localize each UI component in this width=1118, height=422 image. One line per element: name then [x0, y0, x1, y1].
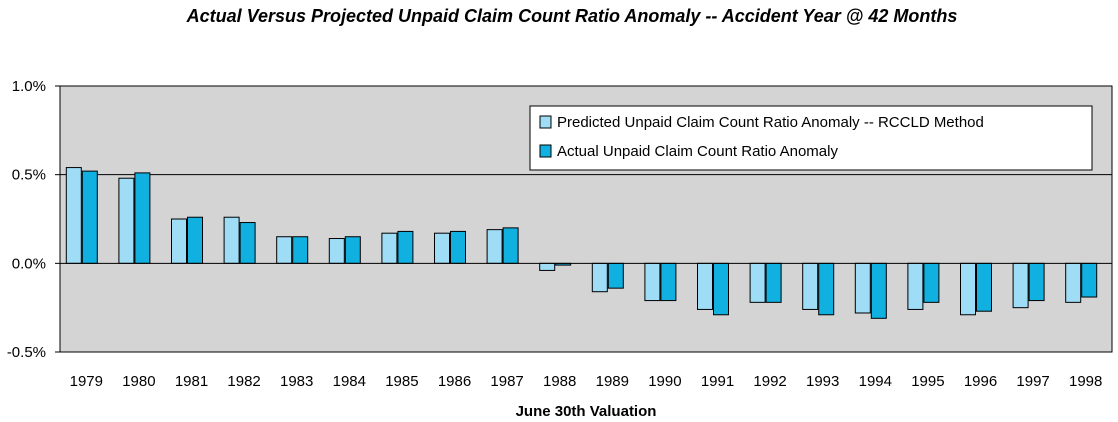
y-tick-label: 0.0%: [12, 255, 46, 272]
bar-predicted: [1065, 262, 1082, 303]
bar-predicted: [486, 229, 503, 264]
x-tick-label: 1985: [385, 373, 418, 390]
bar-actual: [502, 227, 519, 264]
bar-actual: [187, 216, 203, 264]
bar-predicted: [434, 232, 450, 264]
x-axis-label: June 30th Valuation: [516, 403, 657, 420]
bar-predicted: [907, 262, 924, 310]
x-tick-label: 1986: [438, 373, 471, 390]
legend-swatch-actual: [539, 144, 552, 158]
bar-actual: [870, 262, 887, 319]
bar-predicted: [644, 262, 661, 302]
bar-predicted: [960, 262, 976, 316]
bar-predicted: [749, 262, 766, 303]
y-tick-label: 1.0%: [12, 78, 46, 95]
y-axis-ticks: 1.0% 0.5% 0.0% -0.5%: [7, 78, 60, 361]
bar-actual: [765, 262, 782, 303]
legend-label-predicted: Predicted Unpaid Claim Count Ratio Anoma…: [557, 114, 984, 131]
legend-box: [529, 105, 1093, 171]
x-tick-label: 1987: [490, 373, 523, 390]
legend-label-actual: Actual Unpaid Claim Count Ratio Anomaly: [557, 143, 838, 160]
x-tick-label: 1989: [596, 373, 629, 390]
bar-predicted: [802, 262, 819, 310]
bar-actual: [397, 230, 414, 264]
x-tick-label: 1980: [122, 373, 155, 390]
chart-title: Actual Versus Projected Unpaid Claim Cou…: [186, 6, 958, 26]
x-tick-label: 1994: [859, 373, 892, 390]
x-tick-label: 1990: [648, 373, 681, 390]
bar-predicted: [65, 167, 82, 264]
bar-predicted: [171, 218, 187, 264]
bar-actual: [239, 222, 256, 264]
x-tick-label: 1988: [543, 373, 576, 390]
bar-actual: [344, 236, 361, 264]
x-tick-label: 1983: [280, 373, 313, 390]
bar-actual: [713, 262, 729, 316]
x-tick-label: 1998: [1069, 373, 1102, 390]
x-tick-label: 1997: [1016, 373, 1049, 390]
bar-actual: [1081, 262, 1098, 298]
bar-predicted: [381, 232, 398, 264]
bar-actual: [607, 262, 624, 289]
bar-predicted: [1012, 262, 1029, 309]
y-tick-label: 0.5%: [12, 167, 46, 184]
x-tick-label: 1996: [964, 373, 997, 390]
bar-predicted: [591, 262, 608, 293]
bar-actual: [81, 170, 98, 264]
legend: Predicted Unpaid Claim Count Ratio Anoma…: [529, 105, 1093, 171]
bar-predicted: [854, 262, 871, 314]
bar-actual: [1028, 262, 1045, 302]
x-tick-label: 1979: [70, 373, 103, 390]
bar-actual: [660, 262, 677, 302]
x-tick-label: 1992: [753, 373, 786, 390]
bar-actual: [818, 262, 835, 316]
bar-predicted: [223, 216, 240, 264]
bar-predicted: [118, 177, 135, 264]
legend-swatch-predicted: [539, 115, 552, 129]
bar-predicted: [328, 238, 345, 264]
x-tick-label: 1984: [333, 373, 366, 390]
x-axis-ticks: 1979 1980 1981 1982 1983 1984 1985 1986 1987 1988…: [70, 373, 1103, 390]
x-tick-label: 1982: [227, 373, 260, 390]
x-tick-label: 1981: [175, 373, 208, 390]
x-tick-label: 1991: [701, 373, 734, 390]
bar-predicted: [697, 262, 713, 310]
bar-actual: [976, 262, 992, 312]
bar-actual: [292, 236, 309, 264]
y-tick-label: -0.5%: [7, 344, 46, 361]
x-tick-label: 1993: [806, 373, 839, 390]
bar-actual: [450, 230, 466, 264]
bar-predicted: [276, 236, 293, 264]
bar-actual: [134, 172, 151, 264]
x-tick-label: 1995: [911, 373, 944, 390]
bar-predicted: [539, 262, 556, 271]
bar-actual: [923, 262, 940, 303]
